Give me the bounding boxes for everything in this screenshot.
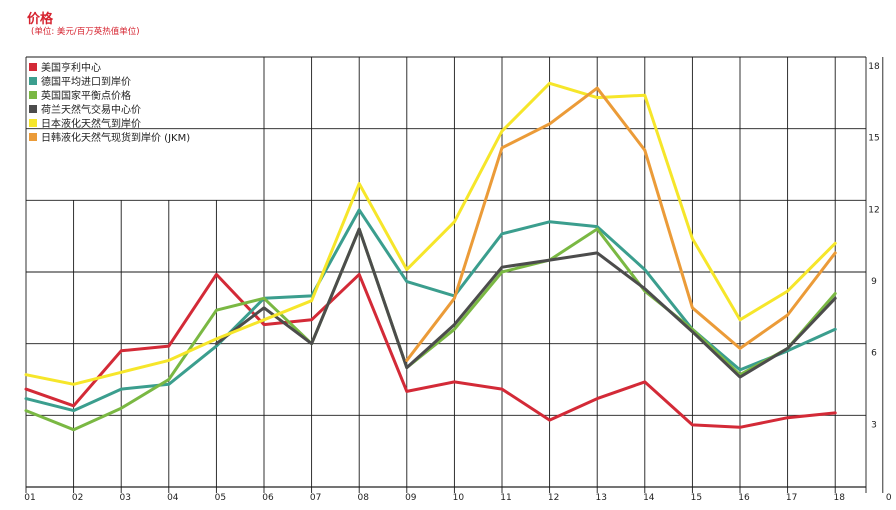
x-tick-label: 13 — [595, 493, 606, 503]
y-tick-label: 15 — [868, 134, 879, 144]
grid-lines — [25, 56, 884, 493]
x-tick-label: 10 — [453, 493, 465, 503]
x-axis-ticks: 01 02 03 04 05 06 07 08 09 10 11 12 13 14 15 16 17 18 0 — [24, 493, 892, 503]
y-tick-label: 3 — [871, 420, 877, 430]
legend-swatch — [29, 119, 37, 127]
y-tick-label: 9 — [871, 277, 877, 287]
legend-label: 日韩液化天然气现货到岸价 (JKM) — [41, 131, 190, 144]
legend-swatch — [29, 91, 37, 99]
series-line-5 — [405, 86, 837, 362]
x-tick-label: 03 — [119, 493, 130, 503]
x-tick-label: 17 — [786, 493, 797, 503]
x-tick-label: 04 — [167, 493, 179, 503]
legend-label: 荷兰天然气交易中心价 — [41, 103, 141, 116]
legend-swatch — [29, 105, 37, 113]
legend: 美国亨利中心德国平均进口到岸价英国国家平衡点价格荷兰天然气交易中心价日本液化天然… — [29, 61, 190, 144]
legend-swatch — [29, 133, 37, 141]
x-tick-label: 09 — [405, 493, 417, 503]
x-tick-label: 18 — [833, 493, 845, 503]
series-line-2 — [24, 227, 837, 432]
series-line-1 — [24, 208, 837, 413]
y-tick-label: 6 — [871, 349, 877, 359]
y-axis-ticks: 3 6 9 12 15 18 — [868, 62, 880, 430]
chart-title: 价格 — [27, 12, 54, 27]
legend-label: 英国国家平衡点价格 — [41, 89, 131, 102]
legend-label: 日本液化天然气到岸价 — [41, 117, 141, 130]
series-lines — [24, 81, 837, 432]
x-tick-label: 12 — [548, 493, 559, 503]
x-tick-label: 16 — [738, 493, 750, 503]
x-tick-label: 14 — [643, 493, 655, 503]
y-tick-label: 12 — [868, 205, 879, 215]
x-tick-label: 15 — [691, 493, 702, 503]
series-line-4 — [24, 81, 837, 386]
series-line-0 — [24, 272, 837, 429]
chart-subtitle: (单位: 美元/百万英热值单位) — [31, 27, 140, 37]
x-tick-label: 06 — [262, 493, 274, 503]
x-tick-label: 07 — [310, 493, 321, 503]
legend-label: 德国平均进口到岸价 — [41, 75, 131, 88]
x-tick-label: 05 — [215, 493, 226, 503]
x-tick-label: 08 — [357, 493, 369, 503]
x-tick-label-trailing: 0 — [886, 493, 892, 503]
series-line-3 — [214, 227, 837, 379]
legend-swatch — [29, 63, 37, 71]
y-tick-label: 18 — [868, 62, 880, 72]
legend-label: 美国亨利中心 — [41, 61, 101, 74]
x-tick-label: 01 — [24, 493, 35, 503]
x-tick-label: 02 — [72, 493, 83, 503]
x-tick-label: 11 — [500, 493, 511, 503]
legend-swatch — [29, 77, 37, 85]
